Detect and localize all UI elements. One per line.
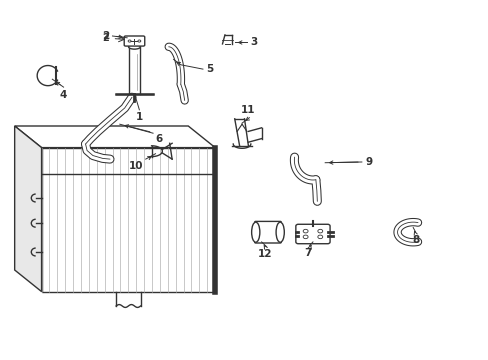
Circle shape	[303, 235, 307, 239]
FancyBboxPatch shape	[124, 36, 144, 46]
Circle shape	[317, 229, 322, 233]
FancyBboxPatch shape	[295, 224, 329, 244]
Text: 4: 4	[60, 90, 67, 100]
Circle shape	[138, 40, 141, 42]
Text: 6: 6	[155, 134, 163, 144]
Text: 9: 9	[365, 157, 372, 167]
Polygon shape	[15, 126, 215, 148]
Circle shape	[317, 235, 322, 239]
Ellipse shape	[128, 45, 140, 49]
Text: 7: 7	[304, 248, 311, 258]
Polygon shape	[41, 148, 215, 292]
Ellipse shape	[251, 222, 259, 242]
FancyBboxPatch shape	[254, 221, 281, 243]
Circle shape	[303, 229, 307, 233]
Text: 1: 1	[136, 112, 143, 122]
Text: 2: 2	[102, 31, 109, 41]
Text: 5: 5	[206, 64, 213, 74]
Text: 12: 12	[258, 249, 272, 259]
Polygon shape	[15, 126, 41, 292]
Text: 8: 8	[411, 235, 418, 245]
Text: 3: 3	[250, 37, 257, 48]
Text: 11: 11	[241, 105, 255, 115]
Circle shape	[128, 40, 131, 42]
Text: 2: 2	[102, 33, 109, 43]
Ellipse shape	[276, 222, 284, 242]
Text: 10: 10	[129, 161, 143, 171]
